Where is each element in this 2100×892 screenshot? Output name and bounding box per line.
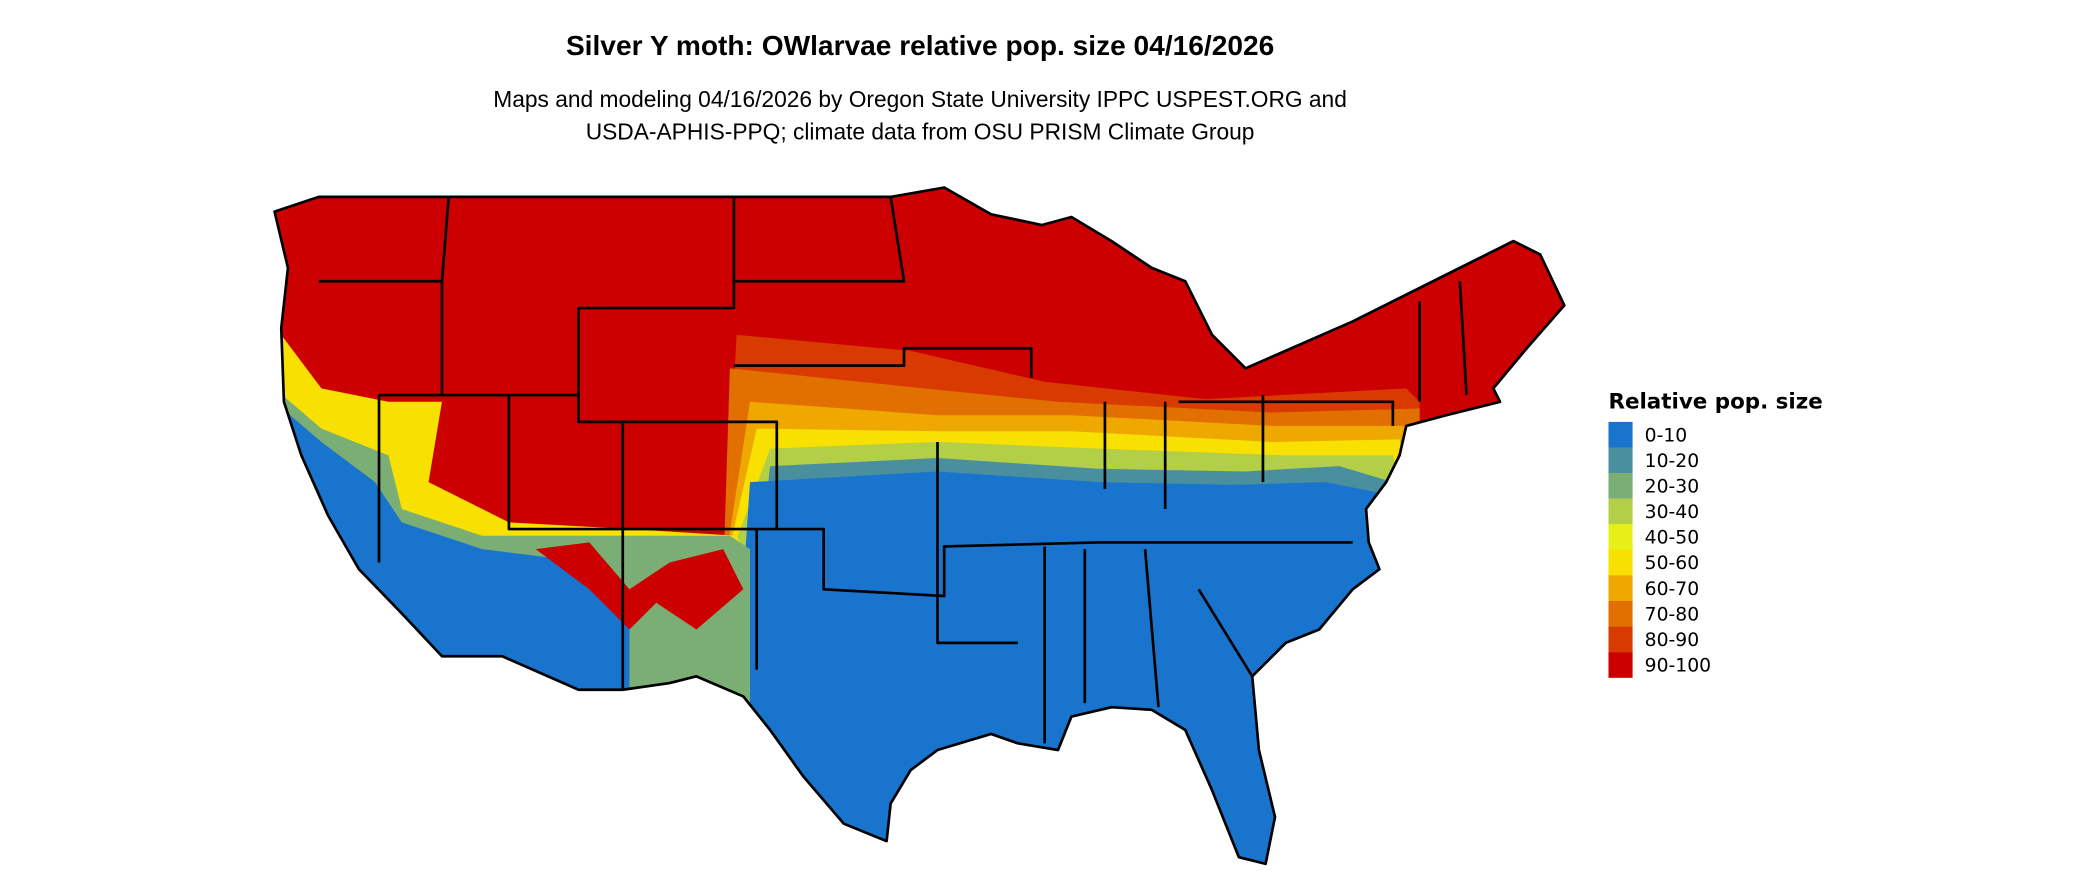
zone-90-100-mountains-sw — [535, 542, 744, 630]
legend-label: 50-60 — [1645, 553, 1699, 574]
map-title: Silver Y moth: OWlarvae relative pop. si… — [566, 30, 1274, 61]
legend-swatch-50-60 — [1608, 549, 1633, 576]
legend-label: 20-30 — [1645, 476, 1699, 497]
legend-label: 0-10 — [1645, 425, 1688, 446]
legend-label: 60-70 — [1645, 579, 1699, 600]
legend-label: 70-80 — [1645, 604, 1699, 625]
legend-swatch-80-90 — [1608, 626, 1633, 653]
legend-label: 10-20 — [1645, 451, 1699, 472]
legend: Relative pop. size 0-10 10-20 20-30 30-40 40… — [1608, 390, 1823, 678]
legend-label: 90-100 — [1645, 656, 1711, 677]
state-borders — [273, 186, 1566, 866]
legend-title: Relative pop. size — [1608, 390, 1822, 415]
legend-label: 30-40 — [1645, 502, 1699, 523]
map-subtitle-line2: USDA-APHIS-PPQ; climate data from OSU PR… — [586, 118, 1255, 144]
legend-label: 80-90 — [1645, 630, 1699, 651]
legend-swatch-20-30 — [1608, 473, 1633, 499]
legend-swatch-40-50 — [1608, 524, 1633, 550]
legend-swatch-10-20 — [1608, 447, 1633, 474]
legend-swatch-60-70 — [1608, 575, 1633, 602]
legend-swatch-0-10 — [1608, 421, 1633, 448]
map-subtitle-line1: Maps and modeling 04/16/2026 by Oregon S… — [493, 86, 1347, 112]
legend-swatch-70-80 — [1608, 600, 1633, 627]
legend-label: 40-50 — [1645, 528, 1699, 549]
zone-0-10-east — [723, 471, 1420, 864]
legend-swatch-30-40 — [1608, 498, 1633, 525]
legend-swatch-90-100 — [1608, 652, 1633, 678]
